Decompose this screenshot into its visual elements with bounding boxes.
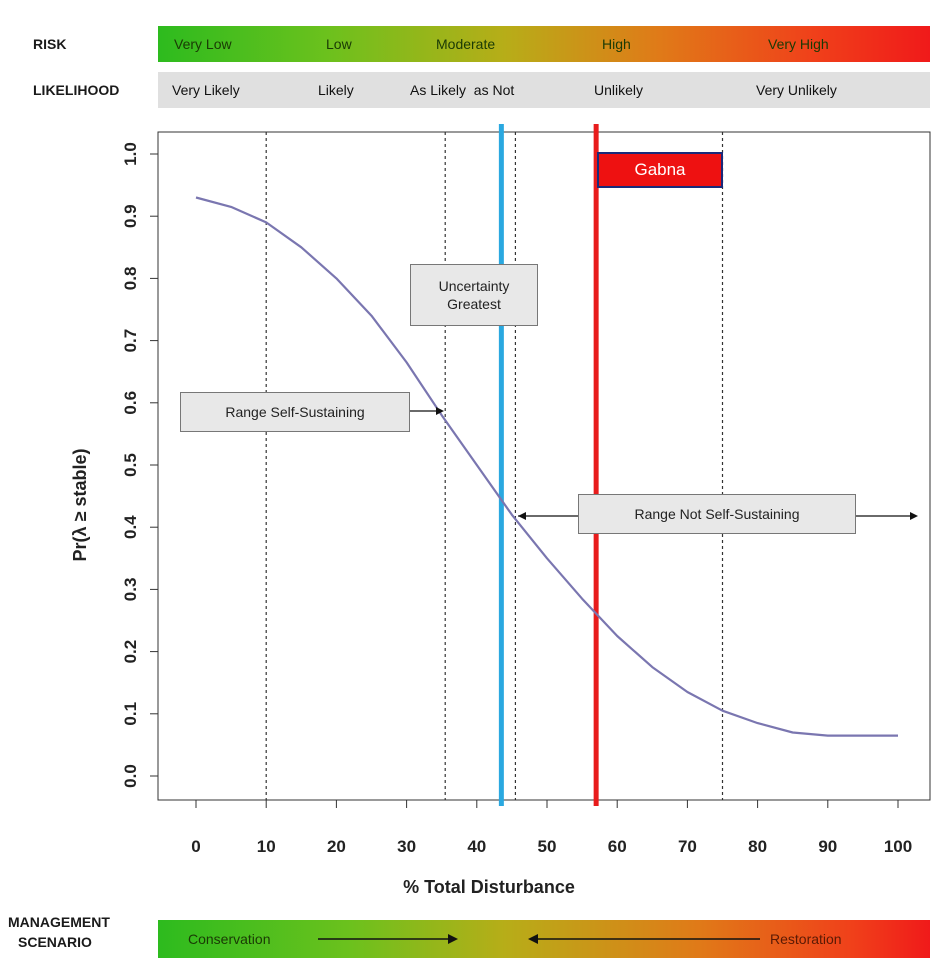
x-tick-label: 100 <box>884 837 912 856</box>
probability-curve <box>195 196 898 737</box>
likelihood-unlikely: Unlikely <box>594 82 644 98</box>
risk-low: Low <box>326 36 352 52</box>
range-not-self-sustaining-box: Range Not Self-Sustaining <box>578 494 856 534</box>
y-axis-label: Pr(λ ≥ stable) <box>70 449 90 562</box>
x-tick-label: 0 <box>191 837 200 856</box>
y-tick-label: 0.6 <box>121 391 140 415</box>
plot-frame <box>157 131 931 801</box>
x-tick-label: 30 <box>397 837 416 856</box>
likelihood-very-likely: Very Likely <box>172 82 240 98</box>
likelihood-as-likely-as-not: As Likely as Not <box>410 82 515 98</box>
x-tick-label: 50 <box>538 837 557 856</box>
management-scenario-bar: Conservation Restoration <box>158 920 930 958</box>
x-axis-label: % Total Disturbance <box>403 877 575 897</box>
y-tick-label: 0.0 <box>121 764 140 788</box>
x-tick-label: 70 <box>678 837 697 856</box>
uncertainty-line2: Greatest <box>447 296 501 312</box>
y-tick-label: 0.2 <box>121 640 140 664</box>
arrow-head-icon <box>518 512 526 520</box>
risk-moderate: Moderate <box>436 36 496 52</box>
likelihood-title: LIKELIHOOD <box>33 82 120 98</box>
y-tick-label: 0.7 <box>121 329 140 353</box>
risk-very-low: Very Low <box>174 36 232 52</box>
uncertainty-line1: Uncertainty <box>438 278 510 294</box>
disturbance-chart: 0 10 20 30 40 50 60 70 80 90 100 0.0 0.1 0.2 0.3 0.4 0.5… <box>70 124 931 897</box>
arrow-right-icon <box>318 934 458 944</box>
likelihood-scale-bar: Very Likely Likely As Likely as Not Unli… <box>158 72 930 108</box>
y-tick-label: 1.0 <box>121 142 140 166</box>
management-title-line2: SCENARIO <box>18 934 92 950</box>
uncertainty-greatest-box: Uncertainty Greatest <box>410 264 538 326</box>
y-tick-label: 0.4 <box>121 515 140 539</box>
arrow-head-icon <box>436 407 444 415</box>
y-tick-label: 0.8 <box>121 267 140 291</box>
gabna-marker-label: Gabna <box>597 152 723 188</box>
management-title-line1: MANAGEMENT <box>8 914 110 930</box>
x-tick-label: 80 <box>748 837 767 856</box>
x-tick-label: 90 <box>818 837 837 856</box>
y-tick-label: 0.5 <box>121 453 140 477</box>
x-tick-label: 40 <box>467 837 486 856</box>
range-self-sustaining-box: Range Self-Sustaining <box>180 392 410 432</box>
likelihood-likely: Likely <box>318 82 354 98</box>
x-tick-label: 60 <box>608 837 627 856</box>
risk-title: RISK <box>33 36 67 52</box>
arrow-head-icon <box>910 512 918 520</box>
x-tick-label: 20 <box>327 837 346 856</box>
x-tick-label: 10 <box>257 837 276 856</box>
y-tick-label: 0.9 <box>121 204 140 228</box>
risk-high: High <box>602 36 631 52</box>
y-tick-label: 0.3 <box>121 578 140 602</box>
risk-scale-bar: Very Low Low Moderate High Very High <box>158 26 930 62</box>
management-restoration: Restoration <box>770 931 842 947</box>
likelihood-very-unlikely: Very Unlikely <box>756 82 837 98</box>
risk-very-high: Very High <box>768 36 829 52</box>
y-tick-label: 0.1 <box>121 702 140 726</box>
arrow-left-icon <box>528 934 760 944</box>
management-conservation: Conservation <box>188 931 271 947</box>
